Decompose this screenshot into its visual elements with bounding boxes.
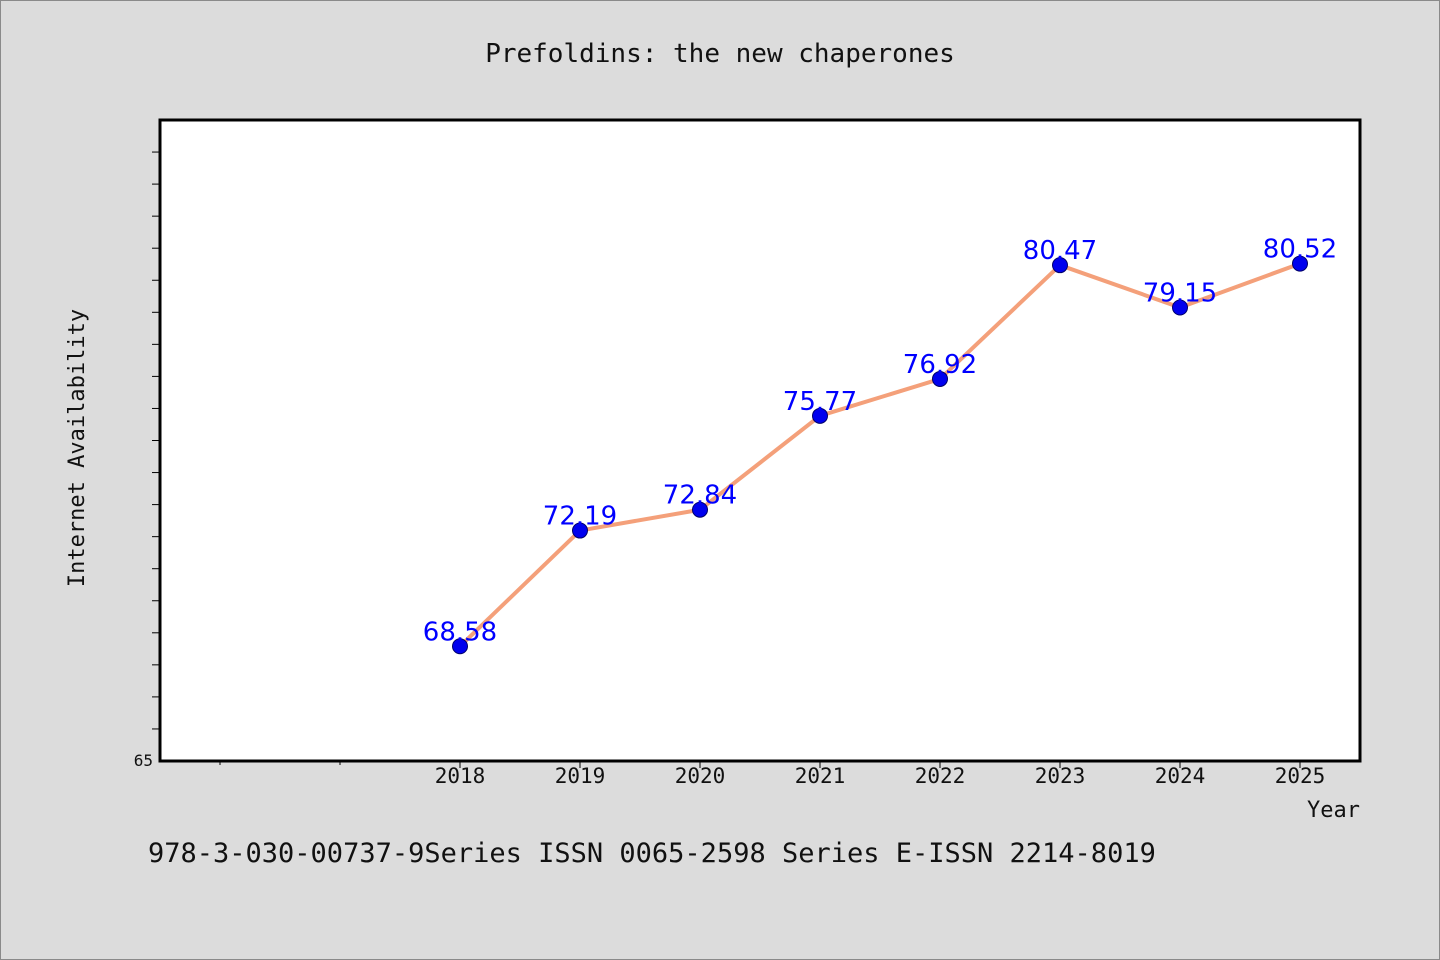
y-tick-label: 65: [134, 751, 153, 770]
data-label: 80.47: [1023, 236, 1097, 266]
x-tick-label: 2019: [555, 764, 606, 788]
x-tick-label: 2025: [1275, 764, 1326, 788]
data-label: 76.92: [903, 350, 977, 380]
x-axis-ticks: [219, 761, 1301, 768]
x-tick-labels: 2018 2019 2020 2021 2022 2023 2024 2025: [435, 764, 1326, 788]
data-label: 68.58: [423, 617, 497, 647]
x-tick-label: 2022: [915, 764, 966, 788]
x-tick-label: 2023: [1035, 764, 1086, 788]
data-point: [1052, 257, 1068, 274]
data-point: [1172, 299, 1188, 316]
data-point: [1292, 255, 1308, 272]
plot-area: [158, 118, 1362, 763]
data-label: 72.19: [543, 502, 617, 532]
data-point: [572, 522, 588, 539]
y-axis-label: Internet Availability: [65, 309, 90, 587]
series-markers: [452, 255, 1308, 655]
data-label: 72.84: [663, 481, 737, 511]
series-line: [458, 261, 1301, 648]
x-tick-label: 2018: [435, 764, 486, 788]
chart-title: Prefoldins: the new chaperones: [485, 39, 955, 69]
x-tick-label: 2024: [1155, 764, 1206, 788]
x-tick-label: 2020: [675, 764, 726, 788]
data-point: [932, 370, 948, 387]
footnote: 978-3-030-00737-9Series ISSN 0065-2598 S…: [148, 838, 1156, 869]
data-point: [692, 501, 708, 518]
data-point: [452, 638, 468, 655]
data-label: 75.77: [783, 387, 857, 417]
data-labels: 68.58 72.19 72.84 75.77 76.92 80.47 79.15 80.52: [423, 235, 1337, 648]
x-axis-label: Year: [1307, 798, 1360, 823]
data-label: 79.15: [1143, 278, 1217, 308]
data-label: 80.52: [1263, 235, 1337, 265]
x-tick-label: 2021: [795, 764, 846, 788]
y-axis-ticks: [152, 151, 160, 730]
data-point: [812, 407, 828, 424]
